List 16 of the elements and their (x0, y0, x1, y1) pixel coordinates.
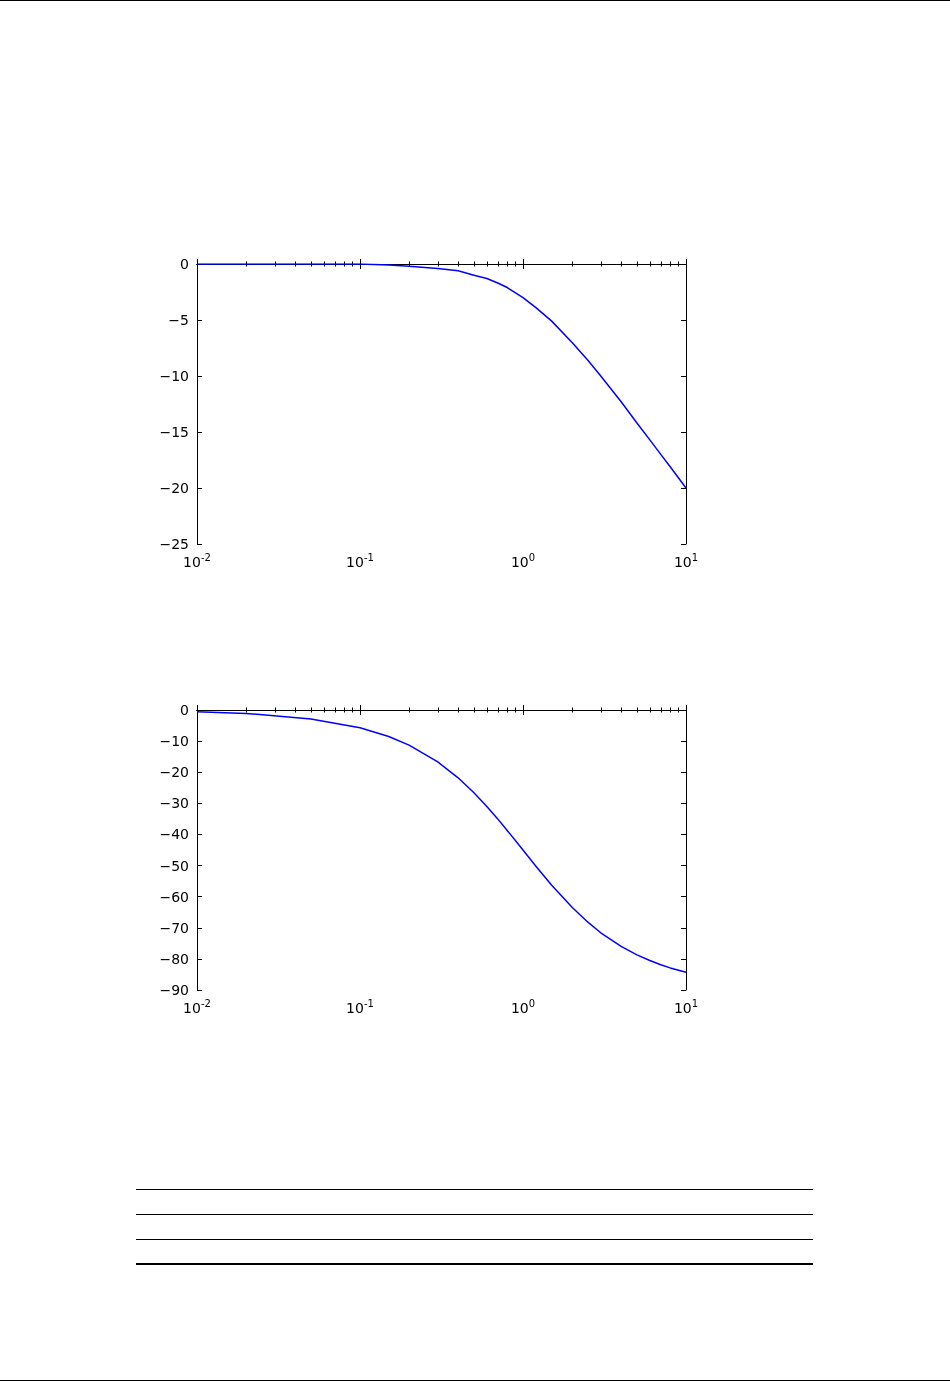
y-tick-label: −25 (159, 536, 189, 552)
y-tick-label: −40 (159, 826, 189, 843)
y-tick-label: −15 (159, 424, 189, 440)
y-tick-label: −30 (159, 795, 189, 812)
y-tick-label: −50 (159, 857, 189, 874)
y-tick-label: −10 (159, 733, 189, 750)
y-tick-label: −20 (159, 480, 189, 496)
y-tick-label: −5 (168, 312, 189, 328)
y-tick-label: 0 (180, 256, 189, 272)
y-tick-label: −20 (159, 764, 189, 781)
y-tick-label: −80 (159, 950, 189, 967)
y-tick-label: −90 (159, 982, 189, 998)
y-tick-label: −60 (159, 888, 189, 905)
y-tick-label: 0 (180, 702, 189, 718)
y-tick-label: −70 (159, 919, 189, 936)
y-tick-label: −10 (159, 368, 189, 384)
